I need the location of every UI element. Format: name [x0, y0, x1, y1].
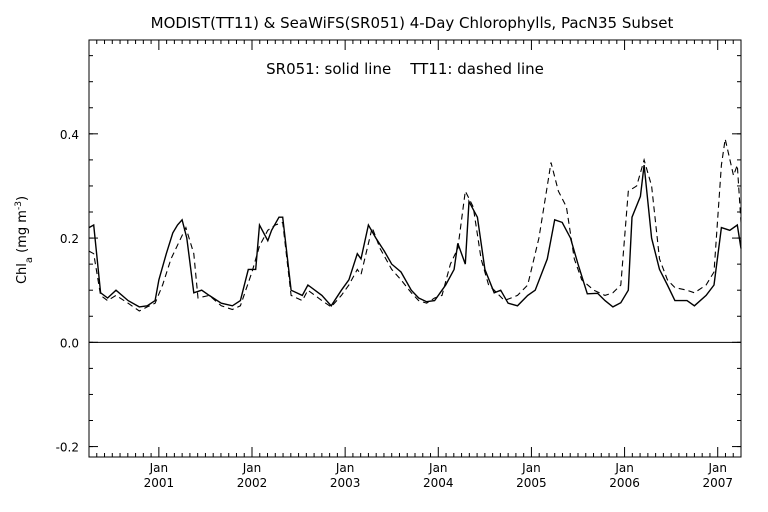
x-tick-month-label: Jan	[521, 461, 541, 475]
x-tick-year-label: 2004	[423, 476, 454, 490]
series-line-tt11	[88, 138, 742, 312]
x-tick-month-label: Jan	[707, 461, 727, 475]
y-axis-label-units-close: )	[15, 196, 30, 201]
x-tick-month-label: Jan	[614, 461, 634, 475]
x-tick-month-label: Jan	[149, 461, 169, 475]
y-tick-label: 0.0	[60, 336, 79, 350]
y-axis-label: Chla (mg m-3)	[14, 196, 35, 284]
x-tick-month-label: Jan	[335, 461, 355, 475]
series-line-sr051	[88, 165, 742, 308]
x-tick-year-label: 2006	[609, 476, 640, 490]
x-tick-month-label: Jan	[242, 461, 262, 475]
plot-border	[88, 39, 742, 458]
y-axis-label-sub: a	[24, 257, 35, 263]
series-layer	[88, 138, 742, 312]
legend-text: SR051: solid line TT11: dashed line	[266, 60, 544, 78]
plot-frame	[88, 39, 742, 458]
y-tick-label: 0.4	[60, 128, 79, 142]
x-tick-year-label: 2007	[702, 476, 733, 490]
y-axis-label-units-open: (mg m	[15, 210, 30, 257]
x-tick-year-label: 2003	[330, 476, 361, 490]
y-tick-label: -0.2	[56, 441, 79, 455]
x-tick-year-label: 2002	[237, 476, 268, 490]
y-tick-label: 0.2	[60, 232, 79, 246]
x-tick-year-label: 2005	[516, 476, 547, 490]
x-tick-year-label: 2001	[144, 476, 175, 490]
y-axis-label-main: Chl	[15, 263, 30, 284]
x-axis: Jan2001Jan2002Jan2003Jan2004Jan2005Jan20…	[88, 40, 742, 490]
x-tick-month-label: Jan	[428, 461, 448, 475]
y-axis-label-units-sup: -3	[14, 201, 24, 210]
y-axis: -0.2 0.0 0.2 0.4	[56, 55, 741, 455]
chart-title: MODIST(TT11) & SeaWiFS(SR051) 4-Day Chlo…	[151, 14, 674, 32]
